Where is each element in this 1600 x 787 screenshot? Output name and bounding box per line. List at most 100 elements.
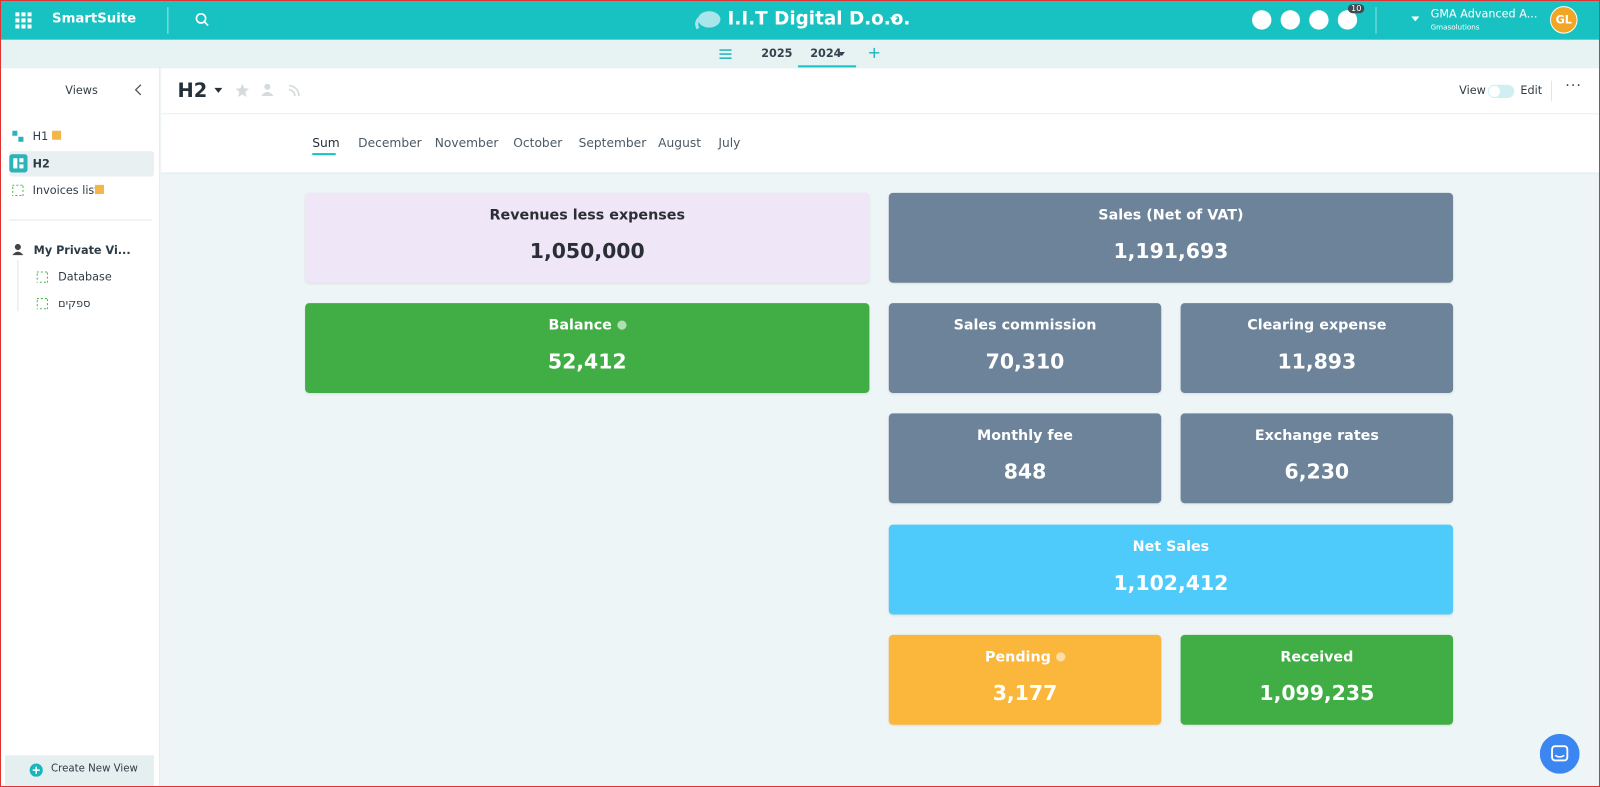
apps-icon[interactable]	[15, 12, 32, 29]
brand[interactable]: SmartSuite	[52, 11, 137, 27]
dropdown-caret[interactable]	[889, 17, 898, 23]
team-icon[interactable]	[1252, 10, 1272, 30]
menu-icon[interactable]	[719, 49, 732, 59]
year-tab[interactable]: 2025	[761, 46, 793, 61]
metric-card[interactable]: Received 1,099,235	[1180, 634, 1454, 725]
tab-underline	[312, 153, 336, 156]
toggle-knob	[1488, 85, 1501, 97]
card-label: Net Sales	[1132, 538, 1210, 556]
edit-mode-label[interactable]: Edit	[1520, 83, 1543, 97]
divider	[167, 7, 169, 34]
info-icon[interactable]	[616, 320, 627, 330]
active-underline	[797, 65, 857, 68]
tab[interactable]: July	[718, 135, 741, 151]
year-tab-active[interactable]: 2024	[810, 46, 842, 61]
dashboard-icon	[12, 130, 24, 142]
card-value: 3,177	[992, 680, 1058, 706]
metric-card[interactable]: Sales commission 70,310	[888, 303, 1162, 393]
feed-icon	[94, 184, 105, 194]
avatar[interactable]: GL	[1550, 6, 1578, 34]
star-icon[interactable]	[235, 83, 249, 97]
add-icon	[29, 763, 43, 777]
more-menu[interactable]: ···	[1565, 77, 1583, 94]
chat-button[interactable]	[1539, 733, 1580, 774]
private-section[interactable]: My Private Vi...	[33, 243, 131, 258]
favorites-icon[interactable]	[1280, 10, 1301, 30]
card-label: Exchange rates	[1254, 427, 1379, 445]
metric-card[interactable]: Net Sales 1,102,412	[888, 524, 1454, 615]
metric-card[interactable]: Balance 52,412	[305, 303, 870, 393]
share-icon[interactable]	[260, 83, 274, 96]
notifications-icon[interactable]	[1337, 10, 1358, 30]
card-value: 52,412	[547, 349, 627, 374]
card-label: Revenues less expenses	[489, 207, 685, 224]
card-label: Balance	[305, 317, 869, 334]
divider	[9, 219, 153, 221]
tab[interactable]: August	[658, 135, 702, 151]
dashboard-icon	[9, 154, 28, 173]
title-caret[interactable]	[214, 87, 223, 93]
collapse-icon[interactable]	[134, 84, 142, 96]
view-title[interactable]: H2	[177, 79, 208, 103]
card-value: 848	[1003, 459, 1047, 484]
card-label: Clearing expense	[1247, 317, 1387, 334]
search-icon[interactable]	[195, 12, 210, 27]
divider	[1551, 80, 1553, 102]
metric-card[interactable]: Monthly fee 848	[888, 413, 1162, 504]
tab-bar: Sum December November October September …	[161, 114, 1599, 174]
card-label-text: Pending	[984, 649, 1051, 666]
card-label: Sales (Net of VAT)	[1098, 207, 1244, 224]
feed-icon[interactable]	[288, 84, 300, 96]
mode-toggle[interactable]	[1487, 84, 1515, 98]
metric-card[interactable]: Exchange rates 6,230	[1180, 413, 1454, 504]
account-caret[interactable]	[1411, 16, 1420, 22]
view-mode-label[interactable]: View	[1459, 83, 1486, 97]
tasks-icon[interactable]	[1309, 10, 1329, 30]
card-label: Monthly fee	[977, 427, 1073, 445]
view-item[interactable]: H2	[32, 157, 50, 171]
top-bar: SmartSuite I.I.T Digital D.o.o. 10 GMA A…	[1, 1, 1599, 40]
card-value: 1,099,235	[1259, 680, 1375, 706]
private-view[interactable]: ספקים	[58, 297, 91, 311]
sidebar: Views H1 H2 Invoices list My Private Vi.…	[1, 68, 161, 786]
notification-badge: 10	[1347, 4, 1365, 14]
workspace-name[interactable]: I.I.T Digital D.o.o.	[727, 8, 911, 30]
card-value: 70,310	[985, 349, 1065, 374]
feed-icon	[52, 130, 62, 140]
tab[interactable]: December	[358, 135, 422, 151]
tree-line	[17, 260, 19, 312]
metric-card[interactable]: Pending 3,177	[888, 634, 1162, 725]
view-item[interactable]: Invoices list	[32, 183, 99, 198]
account-org: Gmasolutions	[1430, 23, 1480, 32]
add-year[interactable]: +	[867, 42, 882, 63]
metric-card[interactable]: Sales (Net of VAT) 1,191,693	[888, 192, 1454, 283]
card-label: Sales commission	[953, 317, 1097, 334]
tab[interactable]: October	[513, 135, 563, 151]
private-view[interactable]: Database	[58, 270, 112, 284]
card-value: 1,191,693	[1113, 238, 1229, 264]
tab[interactable]: November	[434, 135, 499, 151]
card-value: 11,893	[1277, 349, 1357, 374]
create-view-label[interactable]: Create New View	[51, 763, 138, 775]
card-value: 1,050,000	[529, 238, 645, 264]
card-label-text: Balance	[548, 317, 612, 334]
year-caret[interactable]	[838, 52, 845, 57]
tab[interactable]: September	[578, 135, 647, 151]
selected-view[interactable]	[9, 151, 155, 177]
tab-active[interactable]: Sum	[312, 135, 340, 151]
user-icon	[12, 243, 24, 256]
workspace-logo	[695, 11, 721, 30]
sidebar-title: Views	[65, 83, 98, 97]
metric-card[interactable]: Revenues less expenses 1,050,000	[305, 192, 870, 283]
info-icon[interactable]	[1055, 652, 1066, 662]
divider	[1375, 7, 1377, 34]
metric-card[interactable]: Clearing expense 11,893	[1180, 303, 1454, 393]
card-label: Pending	[889, 649, 1161, 666]
view-item[interactable]: H1	[32, 129, 49, 143]
card-value: 6,230	[1284, 459, 1350, 484]
account-name[interactable]: GMA Advanced A...	[1430, 7, 1538, 21]
grid-icon	[36, 298, 48, 310]
view-header: H2 View Edit ···	[161, 68, 1599, 115]
